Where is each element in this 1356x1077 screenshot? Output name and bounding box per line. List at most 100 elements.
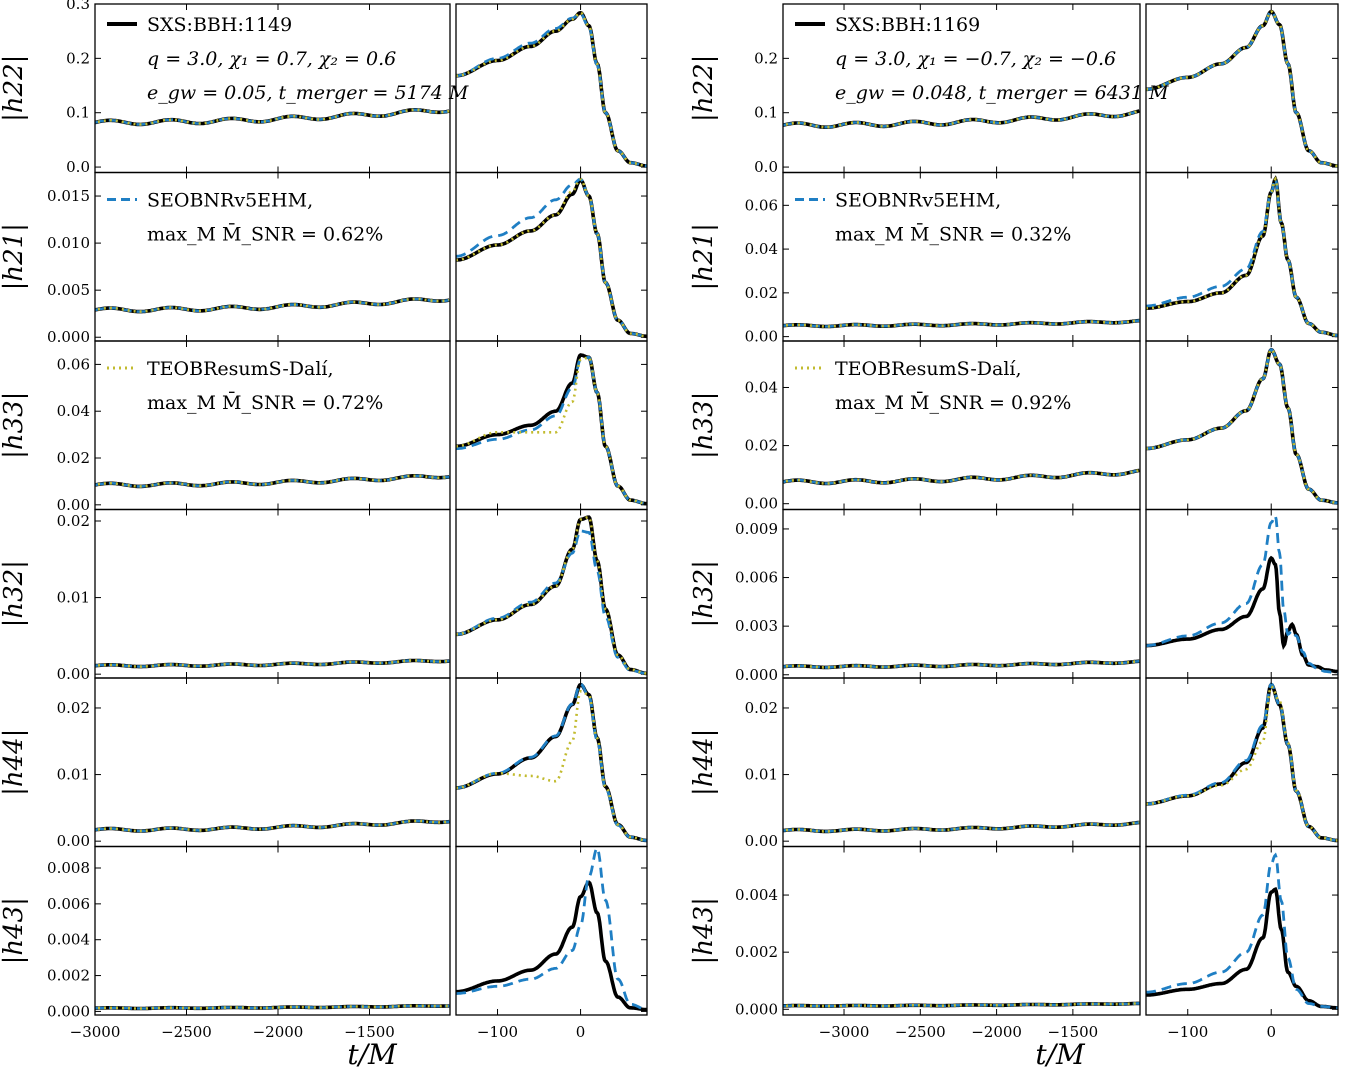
y-tick-label: 0.000 bbox=[47, 328, 90, 346]
row-32: |h32| 0.00 0.01 0.02 bbox=[0, 508, 648, 683]
x-axis-label-right: t/M bbox=[1035, 1038, 1086, 1071]
sxs-line-merger bbox=[1146, 9, 1338, 168]
merger-frame bbox=[1145, 340, 1339, 511]
row-33: |h33| 0.00 0.02 0.04 bbox=[689, 340, 1339, 513]
inspiral-frame bbox=[782, 677, 1141, 848]
legend: SXS:BBH:1149 q = 3.0, χ₁ = 0.7, χ₂ = 0.6 e… bbox=[107, 14, 469, 414]
merger-frame bbox=[455, 845, 648, 1016]
y-axis-label: |h21| bbox=[0, 223, 29, 290]
params-line-2: e_gw = 0.05, t_merger = 5174 M bbox=[147, 82, 469, 104]
teob-line-merger bbox=[1146, 176, 1338, 337]
y-tick-label: 0.00 bbox=[745, 328, 778, 346]
y-tick-label: 0.2 bbox=[754, 49, 778, 67]
teob-line-inspiral bbox=[94, 659, 450, 668]
y-tick-label: 0.006 bbox=[47, 895, 90, 913]
merger-frame bbox=[1145, 3, 1339, 174]
row-22: |h22| 0.0 0.1 0.2 bbox=[689, 3, 1339, 176]
sxs-line-merger bbox=[1146, 347, 1338, 505]
teob-line-inspiral bbox=[782, 1002, 1140, 1008]
teob-line-merger bbox=[456, 515, 647, 675]
x-tick-label: −2000 bbox=[253, 1023, 304, 1041]
teob-line-merger bbox=[456, 689, 647, 842]
y-tick-label: 0.01 bbox=[745, 766, 778, 784]
y-tick-label: 0.2 bbox=[66, 49, 90, 67]
row-21: |h21| 0.000 0.005 0.010 0.015 bbox=[0, 171, 648, 346]
y-axis-label: |h33| bbox=[689, 392, 719, 459]
sxs-line-merger bbox=[1146, 175, 1338, 338]
y-axis-label: |h21| bbox=[689, 223, 719, 290]
row-21: |h21| 0.00 0.02 0.04 0.06 bbox=[689, 171, 1339, 346]
y-tick-label: 0.0 bbox=[754, 158, 778, 176]
seob-line-merger bbox=[1146, 682, 1338, 842]
sxs-line-merger bbox=[456, 353, 647, 506]
inspiral-frame bbox=[782, 508, 1141, 679]
y-tick-label: 0.004 bbox=[735, 886, 778, 904]
y-axis-label: |h43| bbox=[0, 897, 29, 964]
y-tick-label: 0.00 bbox=[57, 496, 90, 514]
inspiral-frame bbox=[94, 508, 451, 679]
seob-line-merger bbox=[455, 356, 647, 505]
seob-line-inspiral bbox=[782, 469, 1140, 485]
row-22: |h22| 0.0 0.1 0.2 0.3 bbox=[0, 0, 648, 176]
y-tick-label: 0.00 bbox=[745, 495, 778, 513]
y-tick-label: 0.04 bbox=[745, 240, 778, 258]
sxs-line-merger bbox=[1146, 555, 1338, 674]
sxs-line-inspiral bbox=[782, 109, 1140, 129]
row-32: |h32| 0.000 0.003 0.006 0.009 bbox=[689, 508, 1339, 684]
row-44: |h44| 0.00 0.01 0.02 bbox=[689, 677, 1339, 850]
x-tick-label: −1500 bbox=[344, 1023, 395, 1041]
y-tick-label: 0.1 bbox=[66, 104, 90, 122]
row-44: |h44| 0.00 0.01 0.02 bbox=[0, 677, 648, 850]
y-tick-label: 0.000 bbox=[47, 1002, 90, 1020]
y-tick-label: 0.003 bbox=[735, 617, 778, 635]
y-tick-label: 0.06 bbox=[57, 355, 90, 373]
inspiral-frame bbox=[94, 845, 451, 1016]
y-tick-label: 0.008 bbox=[47, 859, 90, 877]
y-tick-label: 0.01 bbox=[57, 766, 90, 784]
inspiral-frame bbox=[782, 845, 1141, 1016]
x-tick-label: −2500 bbox=[895, 1023, 946, 1041]
y-tick-label: 0.002 bbox=[47, 967, 90, 985]
legend-seob-mismatch: max_M M̄_SNR = 0.32% bbox=[835, 222, 1071, 245]
y-tick-label: 0.04 bbox=[745, 378, 778, 396]
teob-line-inspiral bbox=[94, 297, 450, 313]
y-axis-label: |h22| bbox=[689, 55, 719, 122]
seob-line-merger bbox=[1146, 176, 1338, 337]
seob-line-inspiral bbox=[94, 659, 450, 668]
y-tick-label: 0.004 bbox=[47, 931, 90, 949]
y-tick-label: 0.3 bbox=[66, 0, 90, 13]
panel-left: |h22|0.00.10.20.3|h21|0.0000.0050.0100.0… bbox=[0, 0, 648, 1041]
seob-line-merger bbox=[456, 177, 647, 338]
y-tick-label: 0.006 bbox=[735, 569, 778, 587]
legend-seob-mismatch: max_M M̄_SNR = 0.62% bbox=[147, 222, 383, 245]
y-tick-label: 0.02 bbox=[57, 699, 90, 717]
y-tick-label: 0.00 bbox=[57, 832, 90, 850]
teob-line-inspiral bbox=[782, 659, 1140, 669]
teob-line-merger bbox=[456, 11, 647, 168]
y-tick-label: 0.015 bbox=[47, 187, 90, 205]
teob-line-inspiral bbox=[782, 319, 1140, 328]
seob-line-inspiral bbox=[94, 1004, 450, 1010]
seob-line-merger bbox=[1146, 348, 1338, 505]
seob-line-merger bbox=[1145, 852, 1338, 1010]
y-tick-label: 0.000 bbox=[735, 1000, 778, 1018]
y-tick-label: 0.01 bbox=[57, 589, 90, 607]
merger-frame bbox=[455, 677, 648, 848]
panel-right: |h22| 0.0 0.1 0.2 |h21| 0.00 0.02 0.04 0.06 |h33|… bbox=[689, 3, 1339, 1041]
seob-line-inspiral bbox=[94, 108, 450, 126]
teob-line-merger bbox=[456, 356, 647, 505]
y-axis-label: |h22| bbox=[0, 55, 29, 122]
seob-line-merger bbox=[456, 529, 647, 675]
y-tick-label: 0.02 bbox=[57, 449, 90, 467]
y-tick-label: 0.1 bbox=[754, 104, 778, 122]
sxs-line-merger bbox=[456, 515, 647, 676]
sxs-line-inspiral bbox=[782, 468, 1140, 486]
x-tick-label: −100 bbox=[1167, 1023, 1208, 1041]
seob-line-merger bbox=[456, 12, 647, 168]
teob-line-merger bbox=[1146, 10, 1338, 168]
legend-teob-label: TEOBResumS-Dalí, bbox=[835, 358, 1022, 380]
y-tick-label: 0.06 bbox=[745, 196, 778, 214]
y-tick-label: 0.000 bbox=[735, 666, 778, 684]
teob-line-merger bbox=[456, 177, 647, 338]
